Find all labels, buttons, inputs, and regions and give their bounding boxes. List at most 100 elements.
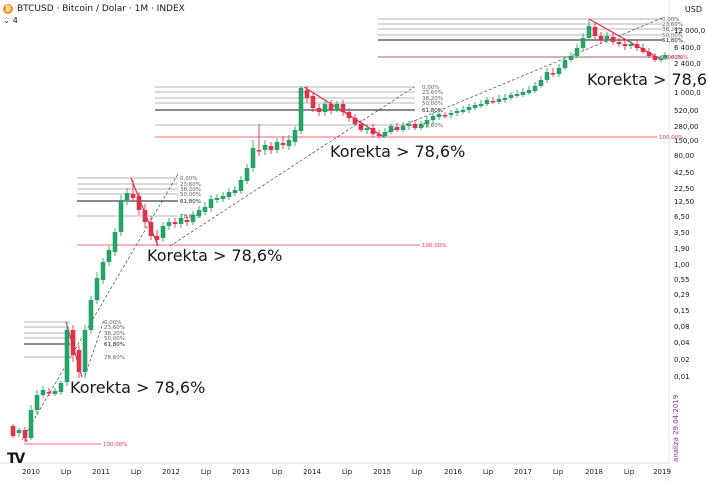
x-tick-label: 2011 — [92, 468, 110, 476]
candle-body — [256, 150, 262, 152]
candle-body — [322, 104, 328, 112]
candle-body — [154, 236, 160, 240]
candle-body — [46, 392, 52, 394]
candle-body — [100, 262, 106, 280]
candle-body — [226, 192, 232, 197]
fib-level-label: 0,00% — [422, 85, 439, 91]
candle-body — [196, 210, 202, 216]
candle-body — [118, 200, 124, 232]
indicators-toggle[interactable]: ⌄ 4 — [3, 16, 18, 25]
candle-body — [352, 118, 358, 124]
y-tick-label: 280,00 — [674, 123, 699, 131]
y-tick-label: 0,08 — [674, 323, 690, 331]
x-tick-label: 2012 — [162, 468, 180, 476]
candle-body — [662, 55, 668, 58]
candle-body — [658, 58, 664, 60]
candle-body — [166, 222, 172, 226]
candle-body — [358, 124, 364, 130]
currency-label: USD — [684, 5, 702, 14]
candle-body — [22, 430, 28, 438]
y-tick-label: 6,50 — [674, 213, 690, 221]
fib-level-label: 38,20% — [104, 331, 125, 337]
candle-body — [586, 26, 592, 38]
x-tick-label: 2015 — [373, 468, 391, 476]
korekta-annotation: Korekta > 78,6% — [147, 246, 282, 265]
candle-body — [520, 92, 526, 95]
fib-level-label: 78,60% — [422, 123, 443, 129]
candle-body — [88, 300, 94, 330]
x-tick-label: Lip — [131, 468, 142, 476]
candle-body — [580, 38, 586, 48]
y-tick-label: 1 000,0 — [674, 89, 701, 97]
candle-body — [130, 194, 136, 198]
symbol-header[interactable]: ₿ BTCUSD · Bitcoin / Dolar · 1M · INDEX — [3, 2, 185, 16]
candle-body — [628, 44, 634, 46]
fibonacci-layer: 0,00%23,60%38,20%50,00%61,80%78,60%100,0… — [24, 17, 688, 448]
candle-body — [376, 134, 382, 136]
y-tick-label: 1,00 — [674, 261, 690, 269]
candle-body — [382, 132, 388, 136]
candle-body — [514, 94, 520, 96]
annotation-layer: Korekta > 78,6% Korekta > 78,6% Korekta > … — [70, 70, 708, 397]
candle-body — [28, 410, 34, 438]
candle-body — [508, 95, 514, 98]
fib-level-label: 38,20% — [662, 27, 683, 33]
candle-body — [442, 115, 448, 117]
trendline-dashed — [169, 86, 415, 247]
y-tick-label: 2 400,0 — [674, 60, 701, 68]
fib-level-label: 78,60% — [104, 355, 125, 361]
candle-body — [112, 232, 118, 252]
fib-level-label: 38,20% — [422, 96, 443, 102]
candle-body — [76, 350, 82, 372]
candle-body — [310, 96, 316, 108]
candle-body — [52, 391, 58, 394]
y-tick-label: 0,01 — [674, 373, 690, 381]
x-tick-label: Lip — [272, 468, 283, 476]
candle-body — [34, 395, 40, 410]
y-tick-label: 12 000,0 — [674, 27, 705, 35]
candle-body — [454, 111, 460, 113]
candle-body — [550, 73, 556, 75]
fib-100-label: 100,00% — [659, 135, 683, 141]
fib-level-label: 50,00% — [422, 101, 443, 107]
candle-body — [64, 330, 70, 382]
candle-body — [328, 104, 334, 110]
candle-body — [10, 426, 16, 436]
analysis-date-watermark: analiza 29.04.2019 — [672, 395, 680, 462]
candle-body — [472, 105, 478, 108]
x-tick-label: Lip — [201, 468, 212, 476]
candle-body — [538, 80, 544, 86]
candle-body — [232, 190, 238, 193]
candle-body — [574, 48, 580, 56]
candle-body — [94, 278, 100, 300]
candle-body — [598, 36, 604, 40]
candle-body — [292, 130, 298, 142]
candle-body — [496, 99, 502, 102]
candle-body — [244, 168, 250, 181]
fib-100-label: 100,00% — [103, 442, 127, 448]
y-tick-label: 42,50 — [674, 169, 694, 177]
y-tick-label: 150,00 — [674, 137, 699, 145]
candle-body — [142, 210, 148, 222]
candle-body — [604, 36, 610, 40]
candle-body — [82, 330, 88, 372]
candle-body — [400, 126, 406, 130]
x-tick-label: 2013 — [232, 468, 250, 476]
symbol-line: BTCUSD · Bitcoin / Dolar · 1M · INDEX — [17, 4, 185, 14]
candle-body — [172, 222, 178, 224]
candle-body — [70, 330, 76, 355]
x-tick-label: Lip — [342, 468, 353, 476]
candle-body — [430, 116, 436, 120]
candle-body — [562, 60, 568, 68]
candle-body — [190, 215, 196, 222]
candle-body — [436, 114, 442, 117]
fib-level-label: 50,00% — [104, 336, 125, 342]
indicator-count: 4 — [12, 16, 18, 25]
candle-body — [106, 250, 112, 262]
candle-body — [610, 37, 616, 42]
y-tick-label: 520,00 — [674, 107, 699, 115]
candle-body — [460, 110, 466, 112]
fib-level-label: 0,00% — [104, 320, 121, 326]
candle-body — [16, 430, 22, 433]
